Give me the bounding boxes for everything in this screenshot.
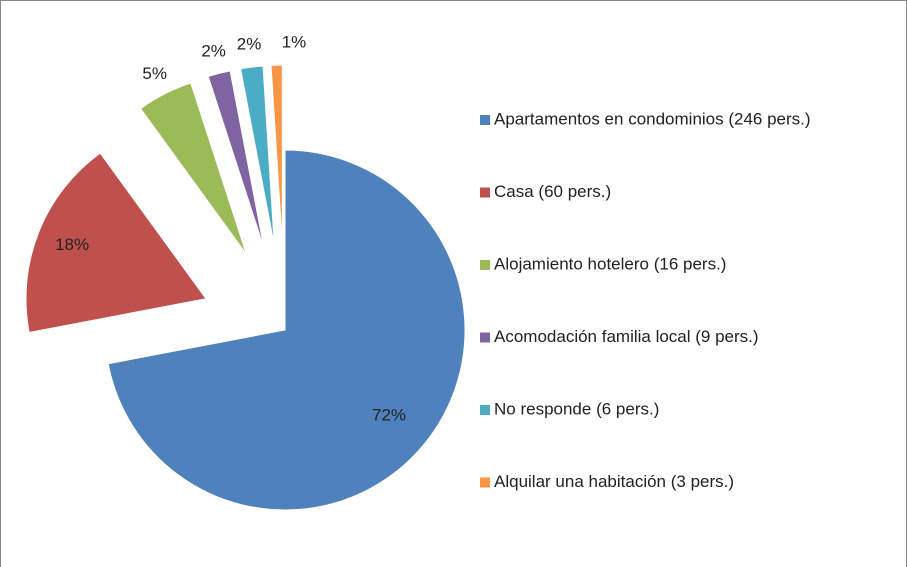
legend-label: No responde (6 pers.): [494, 399, 659, 418]
legend-swatch: [480, 405, 490, 415]
pie-slice: [270, 64, 283, 246]
data-label: 18%: [55, 235, 89, 254]
legend-swatch: [480, 260, 490, 270]
legend-swatch: [480, 187, 490, 198]
legend-swatch: [480, 477, 490, 488]
data-label: 72%: [372, 406, 406, 425]
legend-swatch: [480, 332, 490, 343]
legend-label: Alojamiento hotelero (16 pers.): [494, 254, 726, 273]
data-label: 2%: [237, 35, 262, 54]
legend-label: Casa (60 pers.): [494, 182, 611, 201]
data-label: 2%: [201, 42, 226, 61]
legend-label: Alquilar una habitación (3 pers.): [494, 472, 734, 491]
legend-label: Apartamentos en condominios (246 pers.): [494, 109, 811, 128]
data-label: 1%: [282, 33, 307, 52]
pie-slice: [240, 65, 275, 246]
pie-slice: [139, 82, 247, 255]
legend-swatch: [480, 115, 490, 125]
pie-slice: [107, 149, 466, 511]
pie-slice: [207, 70, 265, 248]
pie-slice: [25, 152, 207, 334]
legend-label: Acomodación familia local (9 pers.): [494, 327, 759, 346]
data-label: 5%: [142, 64, 167, 83]
